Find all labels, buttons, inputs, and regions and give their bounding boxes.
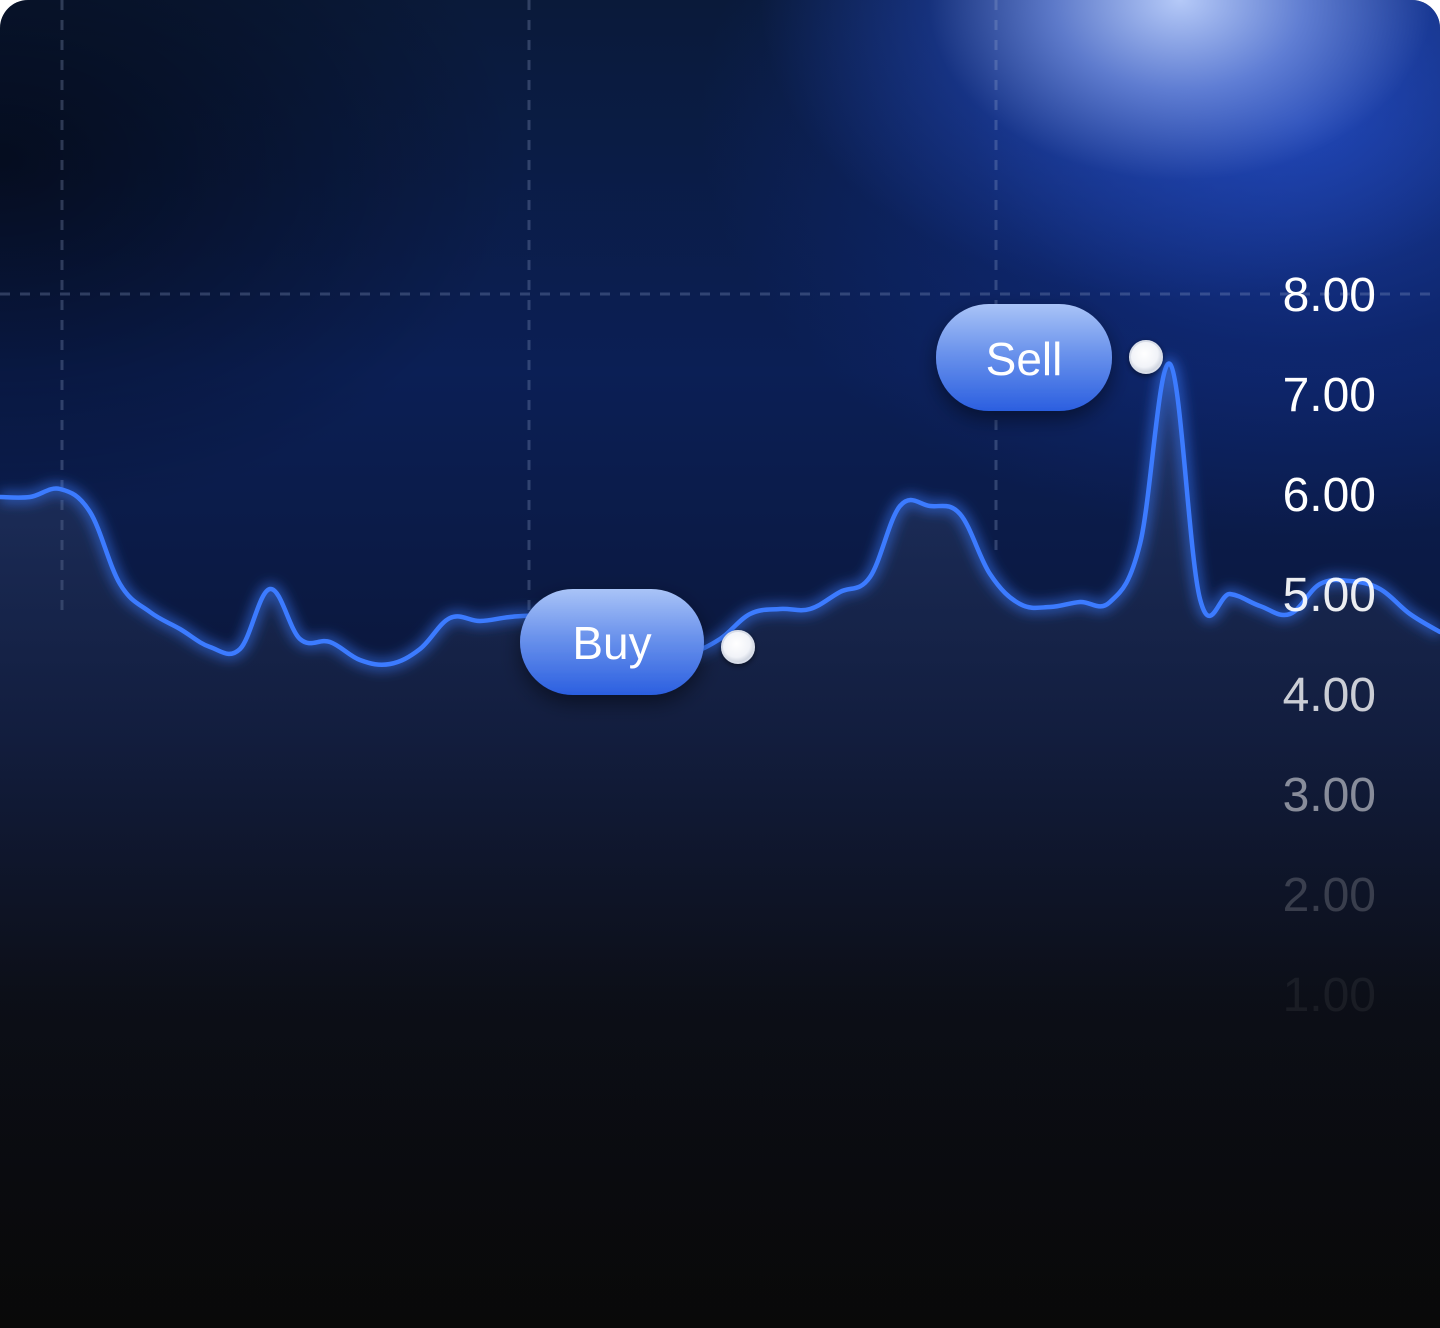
y-tick-label: 5.00 xyxy=(1283,569,1376,622)
grid-lines xyxy=(0,0,1440,620)
sell-button-background xyxy=(936,304,1112,411)
buy-button-label: Buy xyxy=(572,617,651,669)
buy-marker[interactable] xyxy=(721,630,755,664)
y-tick-label: 7.00 xyxy=(1283,369,1376,422)
y-axis-ticks: 8.00 7.00 6.00 5.00 4.00 3.00 2.00 1.00 xyxy=(1283,269,1376,1022)
sell-button[interactable] xyxy=(936,304,1112,411)
y-tick-label: 6.00 xyxy=(1283,469,1376,522)
y-tick-label: 8.00 xyxy=(1283,269,1376,322)
buy-button-background xyxy=(520,589,704,695)
y-tick-label: 3.00 xyxy=(1283,769,1376,822)
buy-button[interactable] xyxy=(520,589,704,695)
y-tick-label: 4.00 xyxy=(1283,669,1376,722)
y-tick-label: 2.00 xyxy=(1283,869,1376,922)
y-tick-label: 1.00 xyxy=(1283,969,1376,1022)
series-area xyxy=(0,363,1440,1328)
series-line xyxy=(0,361,1440,668)
sell-button-label: Sell xyxy=(986,333,1063,385)
sell-marker[interactable] xyxy=(1129,340,1163,374)
